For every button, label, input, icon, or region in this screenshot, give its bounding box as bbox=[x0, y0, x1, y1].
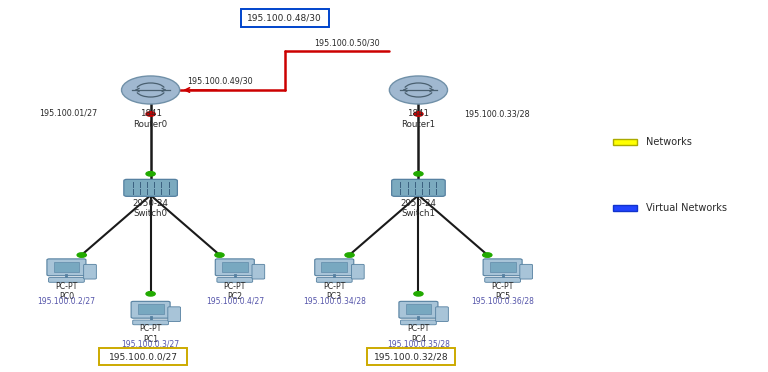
Bar bbox=[406, 304, 432, 314]
Circle shape bbox=[77, 253, 86, 257]
Text: 1841
Router0: 1841 Router0 bbox=[134, 109, 167, 129]
Circle shape bbox=[345, 253, 354, 257]
Text: 195.100.0.0/27: 195.100.0.0/27 bbox=[108, 352, 177, 361]
Text: 195.100.0.33/28: 195.100.0.33/28 bbox=[465, 109, 530, 118]
FancyBboxPatch shape bbox=[399, 301, 438, 318]
Bar bbox=[99, 349, 187, 365]
Text: PC-PT
PC1: PC-PT PC1 bbox=[140, 324, 162, 344]
Text: 2950-24
Switch1: 2950-24 Switch1 bbox=[400, 199, 436, 218]
Text: PC-PT
PC0: PC-PT PC0 bbox=[55, 282, 78, 301]
Circle shape bbox=[414, 112, 423, 116]
Text: 195.100.0.36/28: 195.100.0.36/28 bbox=[472, 297, 534, 306]
Bar bbox=[137, 304, 164, 314]
Bar bbox=[367, 349, 455, 365]
Text: Virtual Networks: Virtual Networks bbox=[647, 203, 727, 213]
Circle shape bbox=[414, 171, 423, 176]
Bar bbox=[613, 139, 637, 145]
FancyBboxPatch shape bbox=[316, 278, 353, 282]
FancyBboxPatch shape bbox=[401, 320, 436, 325]
Text: 195.100.0.35/28: 195.100.0.35/28 bbox=[387, 339, 450, 348]
FancyBboxPatch shape bbox=[392, 179, 445, 196]
FancyBboxPatch shape bbox=[215, 259, 254, 276]
FancyBboxPatch shape bbox=[520, 264, 532, 279]
FancyBboxPatch shape bbox=[217, 278, 253, 282]
Bar bbox=[321, 262, 347, 272]
FancyBboxPatch shape bbox=[124, 179, 177, 196]
FancyBboxPatch shape bbox=[252, 264, 265, 279]
Text: 195.100.0.49/30: 195.100.0.49/30 bbox=[187, 77, 253, 86]
FancyBboxPatch shape bbox=[48, 278, 84, 282]
Text: 2950-24
Switch0: 2950-24 Switch0 bbox=[133, 199, 169, 218]
FancyBboxPatch shape bbox=[352, 264, 364, 279]
Text: 195.100.0.3/27: 195.100.0.3/27 bbox=[121, 339, 180, 348]
Text: 195.100.0.34/28: 195.100.0.34/28 bbox=[303, 297, 366, 306]
FancyBboxPatch shape bbox=[483, 259, 522, 276]
FancyBboxPatch shape bbox=[315, 259, 354, 276]
Text: Networks: Networks bbox=[647, 137, 692, 147]
Circle shape bbox=[146, 292, 155, 296]
Circle shape bbox=[414, 292, 423, 296]
Circle shape bbox=[389, 76, 448, 104]
Circle shape bbox=[483, 253, 492, 257]
Text: 1841
Router1: 1841 Router1 bbox=[402, 109, 435, 129]
FancyBboxPatch shape bbox=[485, 278, 521, 282]
Text: PC-PT
PC4: PC-PT PC4 bbox=[407, 324, 429, 344]
FancyBboxPatch shape bbox=[435, 307, 449, 321]
Bar bbox=[490, 262, 515, 272]
Text: 195.100.0.48/30: 195.100.0.48/30 bbox=[247, 13, 322, 22]
Text: PC-PT
PC2: PC-PT PC2 bbox=[223, 282, 246, 301]
Text: 195.100.0.4/27: 195.100.0.4/27 bbox=[206, 297, 264, 306]
Text: 195.100.0.32/28: 195.100.0.32/28 bbox=[373, 352, 448, 361]
FancyBboxPatch shape bbox=[131, 301, 170, 318]
Text: 195.100.0.50/30: 195.100.0.50/30 bbox=[315, 39, 380, 48]
Text: PC-PT
PC5: PC-PT PC5 bbox=[492, 282, 514, 301]
Bar bbox=[54, 262, 79, 272]
Bar bbox=[240, 9, 329, 27]
FancyBboxPatch shape bbox=[84, 264, 96, 279]
Bar bbox=[222, 262, 248, 272]
Circle shape bbox=[146, 171, 155, 176]
Circle shape bbox=[121, 76, 180, 104]
Circle shape bbox=[146, 112, 155, 116]
Bar bbox=[613, 205, 637, 211]
FancyBboxPatch shape bbox=[133, 320, 168, 325]
FancyBboxPatch shape bbox=[168, 307, 180, 321]
Text: 195.100.01/27: 195.100.01/27 bbox=[39, 109, 97, 118]
Text: PC-PT
PC3: PC-PT PC3 bbox=[323, 282, 346, 301]
Text: 195.100.0.2/27: 195.100.0.2/27 bbox=[38, 297, 95, 306]
FancyBboxPatch shape bbox=[47, 259, 86, 276]
Circle shape bbox=[215, 253, 224, 257]
